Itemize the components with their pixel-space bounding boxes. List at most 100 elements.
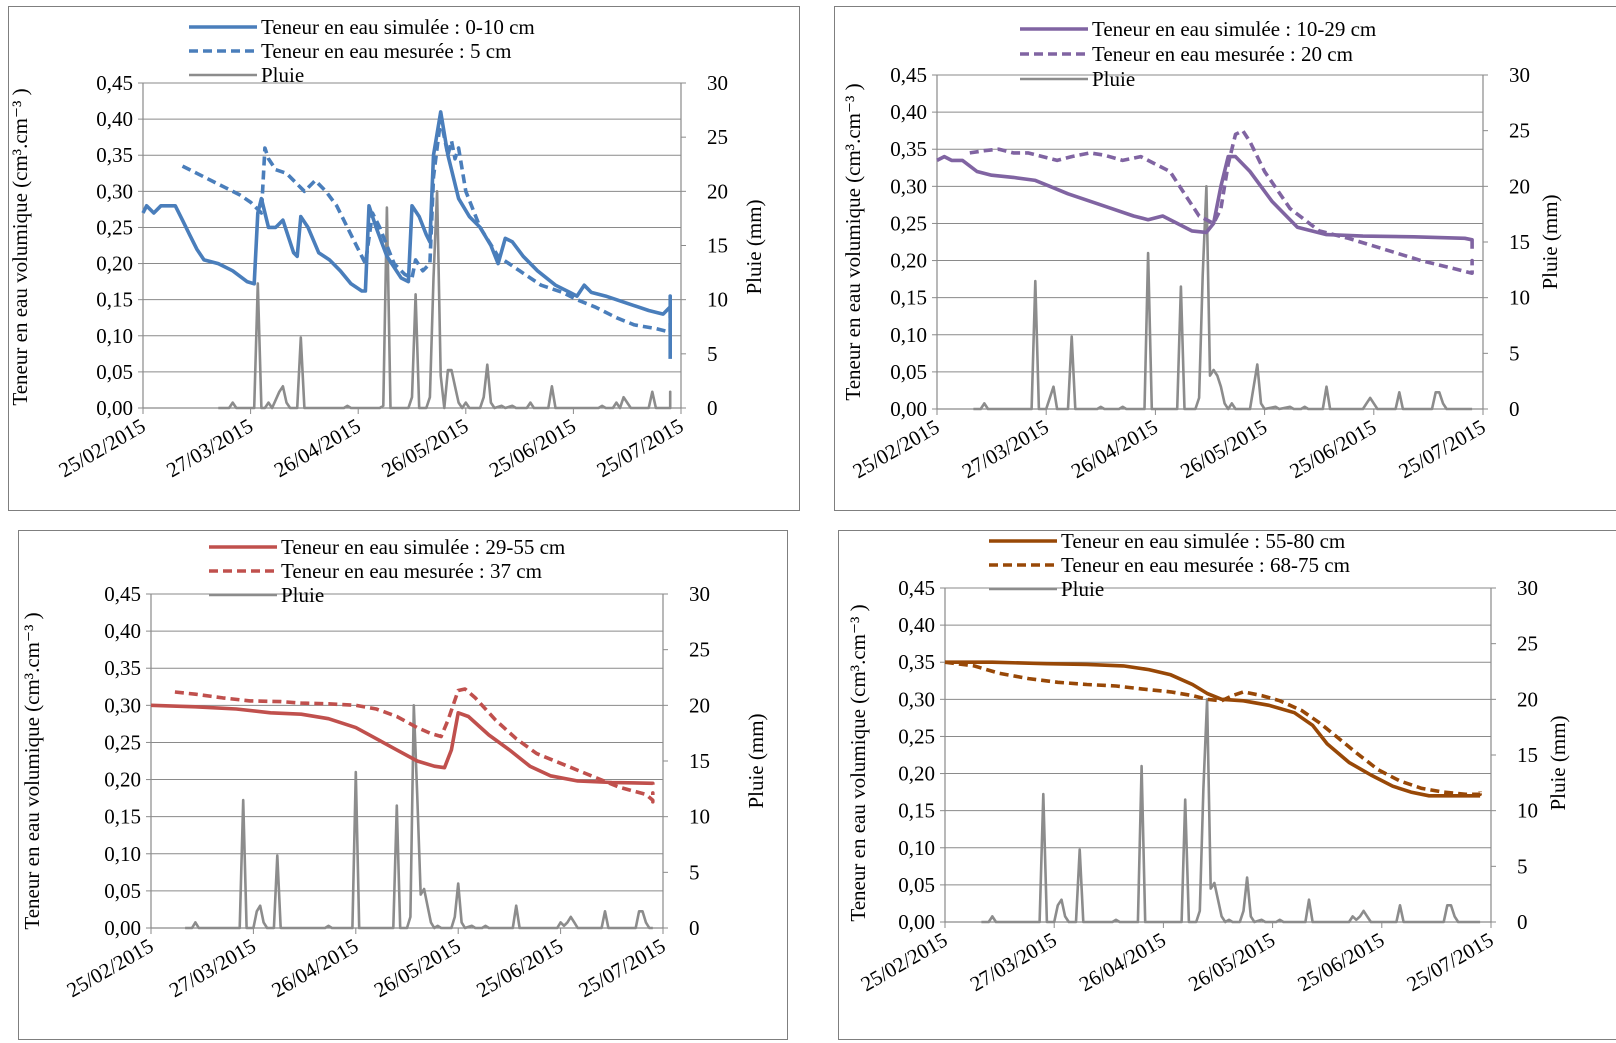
y-right-tick-label: 30 — [689, 582, 710, 606]
y-left-tick-label: 0,10 — [898, 836, 935, 860]
x-tick-label: 25/06/2015 — [1293, 928, 1388, 997]
y-left-tick-label: 0,30 — [898, 687, 935, 711]
y-right-tick-label: 5 — [689, 860, 700, 884]
y-left-tick-label: 0,25 — [96, 215, 133, 239]
y-left-axis-label: Teneur en eau volumique (cm³.cm⁻³ ) — [8, 88, 32, 405]
y-left-tick-label: 0,15 — [96, 288, 133, 312]
x-tick-label: 26/04/2015 — [267, 934, 362, 1003]
chart-panel-0-10cm: 0,00 0,05 0,10 0,15 0,20 0,25 0,30 0,35 0,40 0,45… — [8, 6, 800, 511]
y-left-tick-label: 0,15 — [890, 286, 927, 310]
legend-entry: Teneur en eau mesurée : 5 cm — [261, 39, 511, 63]
legend-entry: Teneur en eau mesurée : 68-75 cm — [1061, 553, 1350, 577]
x-tick-label: 25/07/2015 — [593, 414, 688, 483]
legend-entry: Teneur en eau simulée : 10-29 cm — [1092, 17, 1376, 41]
y-left-tick-label: 0,40 — [898, 613, 935, 637]
y-right-tick-label: 25 — [1517, 632, 1538, 656]
y-right-tick-label: 20 — [1509, 174, 1530, 198]
legend-entry: Teneur en eau simulée : 55-80 cm — [1061, 529, 1345, 553]
x-tick-label: 25/07/2015 — [1395, 415, 1490, 484]
x-tick-label: 27/03/2015 — [958, 415, 1053, 484]
series-line-mesuree — [969, 128, 1474, 276]
y-left-tick-label: 0,45 — [104, 582, 141, 606]
x-tick-label: 25/02/2015 — [857, 928, 952, 997]
y-left-tick-label: 0,40 — [104, 619, 141, 643]
y-left-tick-label: 0,20 — [898, 762, 935, 786]
y-right-tick-label: 0 — [689, 916, 700, 940]
legend-entry: Teneur en eau simulée : 0-10 cm — [261, 15, 535, 39]
y-left-tick-label: 0,00 — [890, 397, 927, 421]
legend-entry: Teneur en eau mesurée : 20 cm — [1092, 42, 1353, 66]
series-line-simulee — [150, 703, 655, 786]
y-left-tick-label: 0,20 — [890, 249, 927, 273]
x-tick-label: 25/07/2015 — [1403, 928, 1498, 997]
y-left-tick-label: 0,15 — [104, 805, 141, 829]
y-left-tick-label: 0,30 — [890, 174, 927, 198]
x-tick-label: 25/06/2015 — [485, 414, 580, 483]
legend-entry: Teneur en eau mesurée : 37 cm — [281, 559, 542, 583]
y-left-tick-label: 0,00 — [898, 910, 935, 934]
y-right-axis-label: Pluie (mm) — [1546, 715, 1570, 810]
y-left-tick-label: 0,35 — [898, 650, 935, 674]
x-tick-label: 25/02/2015 — [63, 934, 158, 1003]
y-left-tick-label: 0,30 — [96, 179, 133, 203]
y-left-tick-label: 0,25 — [898, 724, 935, 748]
chart-svg: 0,00 0,05 0,10 0,15 0,20 0,25 0,30 0,35 0,40 0,45… — [20, 535, 768, 1003]
x-tick-label: 25/02/2015 — [849, 415, 944, 484]
y-right-tick-label: 10 — [1509, 286, 1530, 310]
y-right-axis-label: Pluie (mm) — [1538, 194, 1562, 289]
y-right-tick-label: 0 — [1517, 910, 1528, 934]
y-left-tick-label: 0,20 — [104, 768, 141, 792]
y-left-tick-label: 0,00 — [104, 916, 141, 940]
x-tick-label: 26/05/2015 — [377, 414, 472, 483]
y-left-tick-label: 0,00 — [96, 396, 133, 420]
x-tick-label: 26/05/2015 — [1184, 928, 1279, 997]
y-right-tick-label: 0 — [707, 396, 718, 420]
y-left-tick-label: 0,15 — [898, 799, 935, 823]
x-tick-label: 26/05/2015 — [370, 934, 465, 1003]
series-line-mesuree — [174, 687, 655, 804]
x-tick-label: 26/05/2015 — [1176, 415, 1271, 484]
y-left-tick-label: 0,05 — [104, 879, 141, 903]
y-right-tick-label: 20 — [689, 693, 710, 717]
y-right-tick-label: 15 — [1509, 230, 1530, 254]
y-right-tick-label: 5 — [707, 342, 718, 366]
chart-svg: 0,00 0,05 0,10 0,15 0,20 0,25 0,30 0,35 0,40 0,45… — [846, 529, 1570, 997]
y-right-tick-label: 15 — [1517, 743, 1538, 767]
legend-entry: Pluie — [261, 63, 304, 87]
y-right-tick-label: 25 — [1509, 119, 1530, 143]
y-right-axis-label: Pluie (mm) — [744, 713, 768, 808]
chart-svg: 0,00 0,05 0,10 0,15 0,20 0,25 0,30 0,35 0,40 0,45… — [841, 17, 1562, 484]
y-left-tick-label: 0,30 — [104, 693, 141, 717]
y-right-tick-label: 30 — [707, 71, 728, 95]
y-right-tick-label: 15 — [707, 234, 728, 258]
x-tick-label: 25/06/2015 — [472, 934, 567, 1003]
y-left-tick-label: 0,35 — [96, 143, 133, 167]
y-left-tick-label: 0,05 — [898, 873, 935, 897]
x-tick-label: 27/03/2015 — [165, 934, 260, 1003]
y-left-axis-label: Teneur en eau volumique (cm³.cm⁻³ ) — [846, 604, 870, 921]
y-left-tick-label: 0,25 — [890, 211, 927, 235]
y-left-tick-label: 0,35 — [104, 656, 141, 680]
y-left-tick-label: 0,05 — [96, 360, 133, 384]
y-left-axis-label: Teneur en eau volumique (cm³.cm⁻³ ) — [841, 83, 865, 400]
y-right-tick-label: 10 — [1517, 799, 1538, 823]
series-line-pluie — [981, 698, 1481, 924]
y-left-axis-label: Teneur en eau volumique (cm³.cm⁻³ ) — [20, 612, 44, 929]
y-right-tick-label: 10 — [689, 805, 710, 829]
series-line-mesuree — [181, 117, 673, 335]
y-left-tick-label: 0,40 — [890, 100, 927, 124]
y-left-tick-label: 0,10 — [890, 323, 927, 347]
x-tick-label: 26/04/2015 — [1067, 415, 1162, 484]
y-left-tick-label: 0,20 — [96, 252, 133, 276]
y-right-tick-label: 10 — [707, 288, 728, 312]
y-right-tick-label: 30 — [1509, 63, 1530, 87]
y-left-tick-label: 0,10 — [96, 324, 133, 348]
legend-entry: Pluie — [1092, 67, 1135, 91]
series-line-mesuree — [944, 660, 1482, 797]
y-left-tick-label: 0,35 — [890, 137, 927, 161]
chart-panel-10-29cm: 0,00 0,05 0,10 0,15 0,20 0,25 0,30 0,35 0,40 0,45… — [834, 6, 1616, 511]
legend-entry: Pluie — [281, 583, 324, 607]
legend-entry: Teneur en eau simulée : 29-55 cm — [281, 535, 565, 559]
y-right-tick-label: 25 — [707, 125, 728, 149]
y-right-tick-label: 20 — [1517, 687, 1538, 711]
